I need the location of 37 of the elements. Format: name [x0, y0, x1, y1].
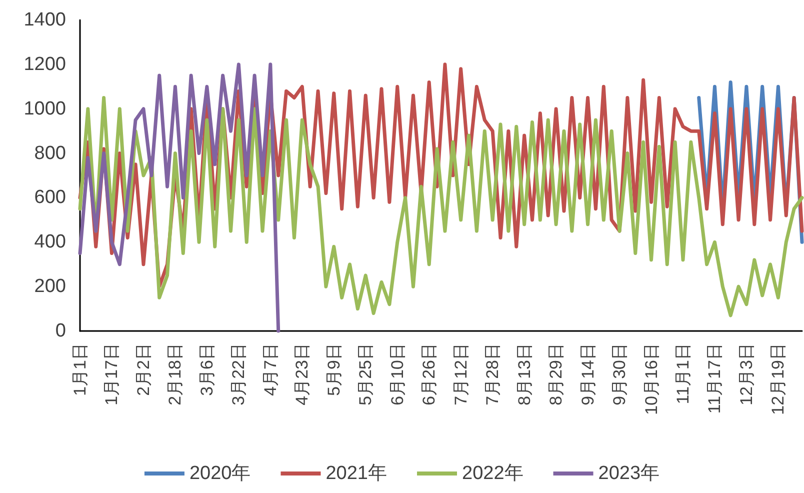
legend-label: 2022年 — [462, 463, 524, 484]
legend-label: 2023年 — [598, 463, 660, 484]
y-tick-label: 800 — [34, 142, 66, 164]
line-series — [78, 62, 280, 333]
y-tick-label: 200 — [34, 276, 66, 298]
x-tick-label: 7月12日 — [451, 343, 470, 406]
y-tick-label: 400 — [34, 232, 66, 253]
x-tick-label: 7月28日 — [483, 343, 502, 406]
legend-label: 2020年 — [189, 463, 251, 484]
x-tick-label: 2月2日 — [134, 343, 153, 396]
line-series — [78, 96, 804, 318]
x-tick-label: 2月18日 — [166, 343, 185, 406]
x-tick-label: 11月17日 — [705, 343, 724, 414]
x-tick-label: 4月7日 — [260, 343, 280, 396]
x-tick-label: 12月3日 — [736, 343, 756, 406]
x-tick-label: 10月16日 — [642, 343, 661, 415]
y-tick-label: 0 — [55, 320, 66, 342]
x-tick-label: 8月29日 — [546, 343, 566, 406]
y-tick-label: 600 — [34, 187, 66, 208]
x-tick-label: 11月1日 — [673, 343, 692, 404]
x-tick-label: 8月13日 — [514, 343, 534, 406]
x-tick-label: 4月23日 — [292, 343, 312, 406]
x-tick-label: 1月1日 — [70, 343, 90, 396]
y-tick-label: 1000 — [24, 98, 66, 120]
x-tick-label: 12月19日 — [768, 343, 788, 415]
x-tick-label: 1月17日 — [102, 343, 122, 406]
x-tick-label: 9月30日 — [610, 343, 630, 406]
y-tick-label: 1200 — [24, 54, 66, 75]
legend-label: 2021年 — [326, 463, 388, 484]
x-tick-label: 6月26日 — [420, 343, 439, 406]
x-tick-label: 3月6日 — [197, 343, 216, 396]
x-tick-label: 3月22日 — [229, 343, 248, 406]
x-tick-label: 5月25日 — [356, 343, 376, 406]
x-tick-label: 9月14日 — [578, 343, 598, 406]
y-tick-label: 1400 — [24, 10, 66, 30]
x-tick-label: 5月9日 — [324, 343, 344, 396]
x-tick-label: 6月10日 — [388, 343, 407, 406]
